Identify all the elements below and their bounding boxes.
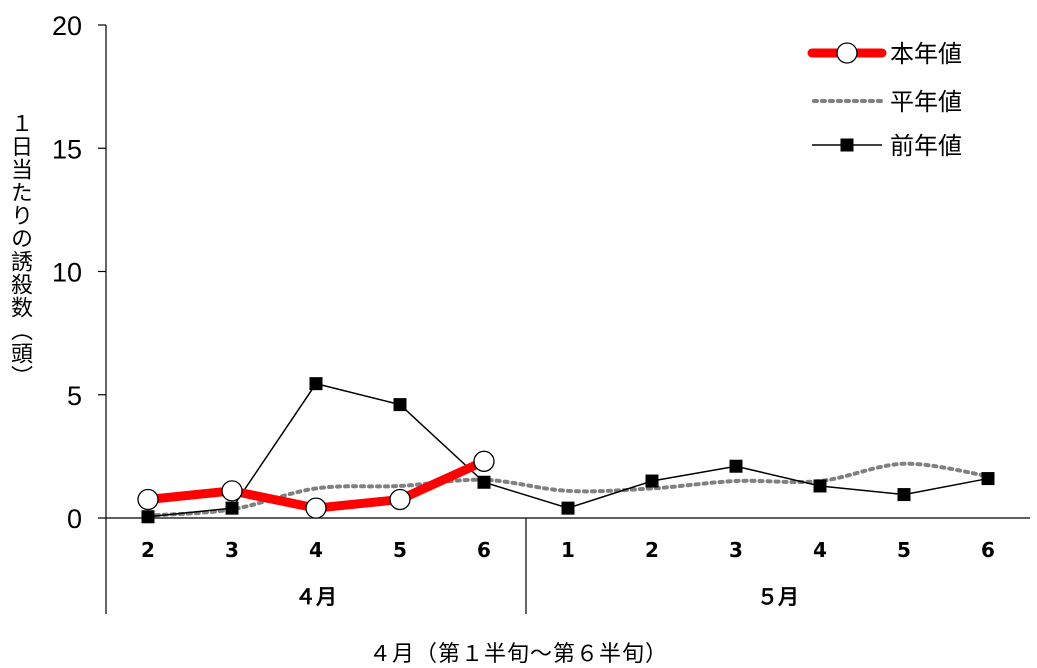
data-point-this-year	[137, 488, 159, 511]
x-tick-label: 3	[225, 538, 239, 562]
y-tick-label: 10	[52, 258, 82, 288]
data-point-previous-year	[813, 479, 827, 493]
month-group-labels: ４月 ５月	[295, 585, 799, 609]
y-tick-label: 20	[52, 11, 82, 41]
series-line-average	[146, 461, 990, 518]
data-point-previous-year	[981, 472, 995, 486]
y-tick-label: 5	[67, 381, 82, 411]
legend-marker-this-year	[836, 42, 858, 64]
data-point-this-year	[221, 480, 243, 502]
y-axis-title-wrap: １日当たりの誘殺数（頭）	[6, 112, 32, 442]
y-tick-label: 0	[67, 504, 82, 534]
legend-label: 前年値	[890, 132, 962, 160]
x-tick-label: 4	[813, 538, 827, 562]
x-tick-label: 6	[981, 538, 995, 562]
y-axis-title: １日当たりの誘殺数（頭）	[7, 112, 32, 388]
x-tick-label: 6	[477, 538, 491, 562]
y-tick-label: 15	[52, 134, 82, 164]
data-point-previous-year	[729, 459, 743, 473]
month-label: ５月	[757, 585, 799, 609]
x-tick-label: 4	[309, 538, 323, 562]
data-point-previous-year	[897, 488, 911, 502]
data-point-previous-year	[309, 377, 323, 391]
x-tick-label: 5	[897, 538, 911, 562]
x-tick-label: 2	[141, 538, 155, 562]
data-point-previous-year	[477, 475, 491, 489]
data-point-this-year	[305, 497, 327, 519]
data-point-previous-year	[645, 474, 659, 488]
legend-label: 本年値	[890, 40, 962, 68]
x-axis-title: ４月（第１半旬～第６半旬）	[368, 642, 668, 667]
x-tick-label: 2	[645, 538, 659, 562]
data-point-previous-year	[225, 501, 239, 515]
y-tick-labels: 0 5 10 15 20	[52, 11, 82, 534]
data-point-this-year	[389, 488, 411, 511]
data-point-previous-year	[141, 510, 155, 524]
legend-label: 平年値	[890, 88, 962, 116]
month-label: ４月	[295, 585, 337, 609]
axes	[98, 24, 1030, 614]
data-point-previous-year	[561, 501, 575, 515]
x-tick-label: 1	[561, 538, 575, 562]
data-point-this-year	[473, 450, 495, 472]
x-tick-label: 3	[729, 538, 743, 562]
data-point-previous-year	[393, 398, 407, 412]
x-tick-label: 5	[393, 538, 407, 562]
legend-marker-previous-year	[840, 138, 854, 152]
x-tick-labels: 2 3 4 5 6 1 2 3 4 5 6	[141, 538, 995, 562]
series-layer	[137, 377, 995, 524]
